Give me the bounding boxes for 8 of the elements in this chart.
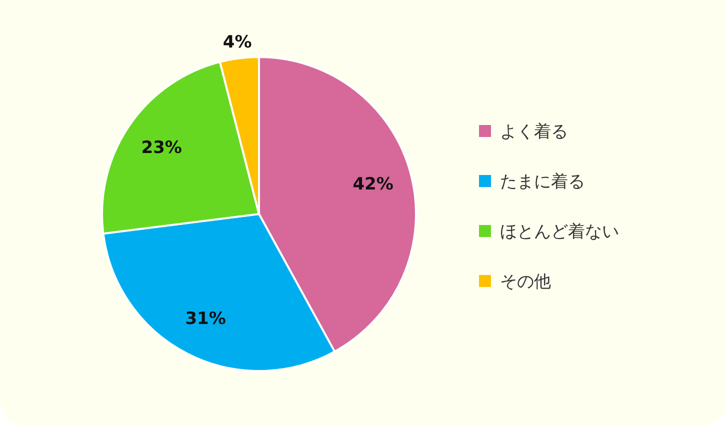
data-label: 4%	[222, 32, 252, 52]
legend-label: たまに着る	[500, 170, 585, 192]
data-label: 31%	[185, 308, 226, 329]
legend-label: ほとんど着ない	[500, 220, 619, 242]
legend-label: よく着る	[500, 120, 568, 142]
data-label: 23%	[141, 138, 182, 158]
data-label: 42%	[352, 174, 394, 195]
legend-label: その他	[500, 270, 551, 292]
